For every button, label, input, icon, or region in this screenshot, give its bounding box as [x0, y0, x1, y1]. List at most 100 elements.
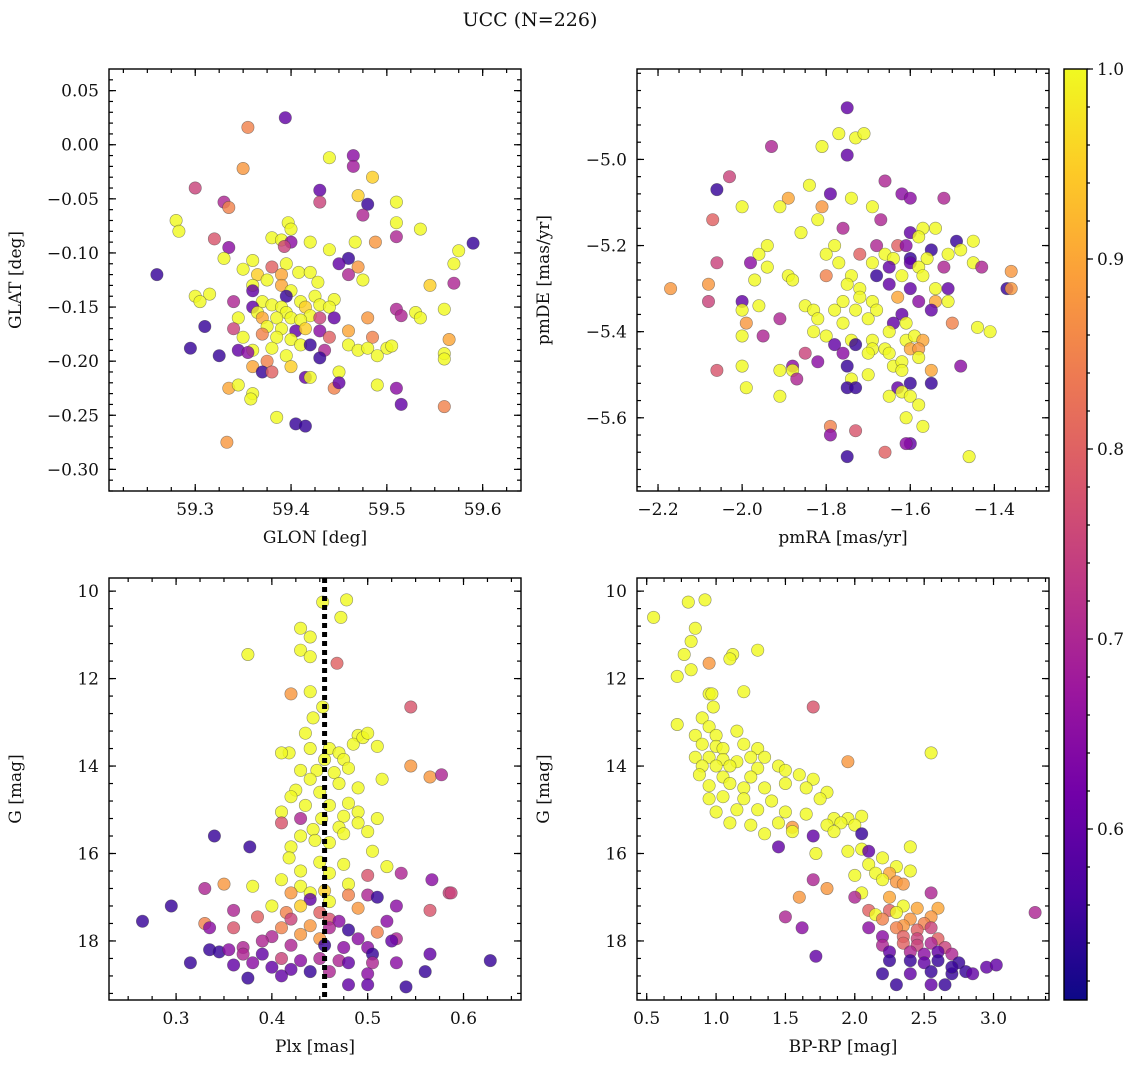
data-point	[910, 901, 924, 915]
data-point	[924, 978, 938, 992]
data-point	[870, 239, 884, 253]
data-point	[303, 772, 317, 786]
data-point	[375, 772, 389, 786]
data-point	[274, 921, 288, 935]
data-point	[941, 247, 955, 261]
data-point	[695, 737, 709, 751]
data-point	[954, 359, 968, 373]
points-cmd	[647, 593, 1042, 992]
data-point	[365, 330, 379, 344]
data-point	[945, 960, 959, 974]
data-point	[862, 844, 876, 858]
data-point	[737, 781, 751, 795]
data-point	[899, 437, 913, 451]
data-point	[447, 257, 461, 271]
data-point	[828, 338, 842, 352]
data-point	[710, 256, 724, 270]
data-point	[684, 663, 698, 677]
data-point	[723, 652, 737, 666]
data-point	[840, 148, 854, 162]
y-tick-label: −5.2	[586, 237, 627, 257]
data-point	[823, 428, 837, 442]
axes-frame	[636, 577, 1050, 1001]
data-point	[236, 262, 250, 276]
data-point	[849, 424, 863, 438]
data-point	[361, 978, 375, 992]
data-point	[337, 940, 351, 954]
data-point	[865, 256, 879, 270]
data-point	[169, 214, 183, 228]
x-tick-label: −1.4	[974, 500, 1015, 520]
data-point	[836, 221, 850, 235]
data-point	[811, 355, 825, 369]
data-point	[222, 201, 236, 215]
data-point	[425, 873, 439, 887]
data-point	[351, 901, 365, 915]
colorbar-tick-label: 1.0	[1097, 60, 1124, 80]
data-point	[983, 325, 997, 339]
data-point	[284, 886, 298, 900]
data-point	[294, 864, 308, 878]
x-tick-label: 1.5	[772, 1009, 799, 1029]
data-point	[270, 330, 284, 344]
panel-glon-glat: 59.3 59.4 59.5 59.6 0.05 0.00 −0.05 −0.10 −0.15 −…	[6, 68, 522, 548]
data-point	[799, 807, 813, 821]
data-point	[806, 700, 820, 714]
data-point	[303, 630, 317, 644]
data-point	[758, 827, 772, 841]
data-point	[370, 811, 384, 825]
data-point	[389, 216, 403, 230]
data-point	[778, 910, 792, 924]
data-point	[447, 276, 461, 290]
data-point	[303, 338, 317, 352]
data-point	[903, 191, 917, 205]
data-point	[706, 700, 720, 714]
data-point	[294, 643, 308, 657]
data-point	[389, 230, 403, 244]
data-point	[337, 857, 351, 871]
data-point	[924, 965, 938, 979]
data-point	[1028, 905, 1042, 919]
data-point	[809, 846, 823, 860]
data-point	[356, 273, 370, 287]
x-tick-label: 1.0	[703, 1009, 730, 1029]
x-tick-label: −2.0	[721, 500, 762, 520]
data-point	[735, 200, 749, 214]
data-point	[294, 621, 308, 635]
data-point	[664, 282, 678, 296]
data-point	[698, 593, 712, 607]
data-point	[246, 879, 260, 893]
data-point	[828, 303, 842, 317]
data-point	[241, 647, 255, 661]
data-point	[241, 120, 255, 134]
data-point	[941, 282, 955, 296]
data-point	[849, 381, 863, 395]
data-point	[322, 151, 336, 165]
data-point	[819, 329, 833, 343]
data-point	[794, 226, 808, 240]
data-point	[823, 187, 837, 201]
data-point	[212, 349, 226, 363]
data-point	[840, 359, 854, 373]
y-axis-label: G [mag]	[6, 754, 26, 823]
data-point	[270, 410, 284, 424]
data-point	[865, 200, 879, 214]
data-point	[790, 372, 804, 386]
data-point	[765, 794, 779, 808]
x-tick-label: 0.4	[258, 1009, 285, 1029]
data-point	[308, 833, 322, 847]
data-point	[255, 934, 269, 948]
data-point	[670, 717, 684, 731]
data-point	[709, 728, 723, 742]
data-point	[758, 781, 772, 795]
points-pm	[664, 101, 1018, 464]
data-point	[809, 949, 823, 963]
data-point	[298, 726, 312, 740]
data-point	[684, 634, 698, 648]
data-point	[882, 890, 896, 904]
data-point	[313, 183, 327, 197]
y-tick-label: −5.6	[586, 409, 627, 429]
data-point	[294, 811, 308, 825]
points-glon-glat	[150, 111, 480, 449]
data-point	[380, 914, 394, 928]
